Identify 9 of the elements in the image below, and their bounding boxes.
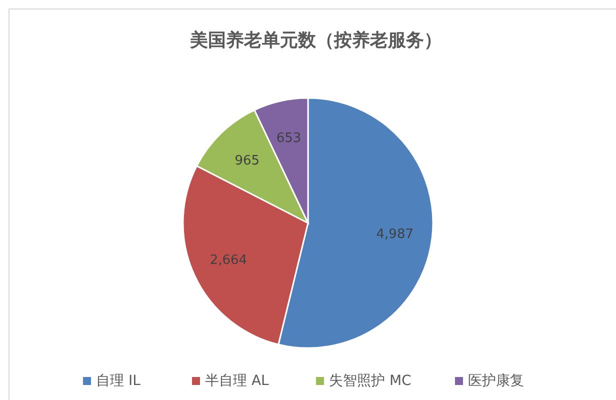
data-label: 653 [276, 131, 302, 146]
legend-label: 半自理 AL [205, 373, 270, 389]
chart-title: 美国养老单元数（按养老服务） [189, 30, 442, 51]
legend-label: 医护康复 [468, 373, 524, 389]
legend-label: 自理 IL [96, 373, 141, 389]
data-label: 4,987 [376, 226, 414, 242]
legend-label: 失智照护 MC [329, 373, 412, 389]
data-label: 2,664 [210, 252, 248, 268]
data-label: 965 [234, 154, 260, 169]
